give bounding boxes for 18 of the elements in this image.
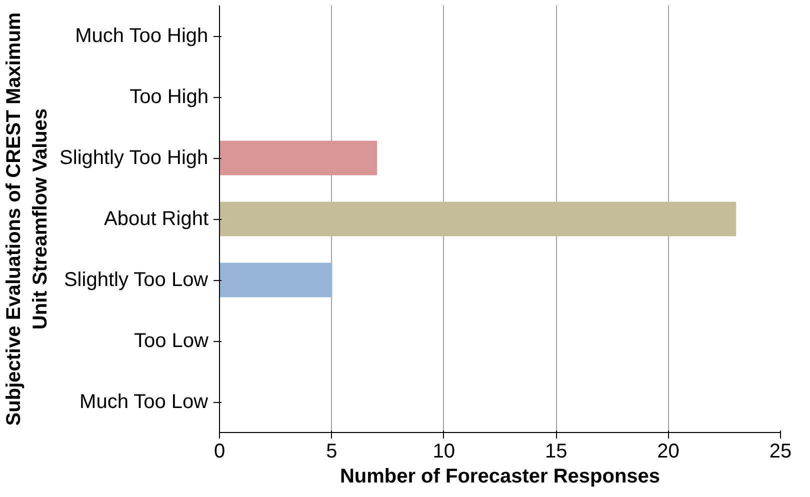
x-tick-label: 5 [326, 440, 338, 462]
x-tick-label: 15 [544, 440, 568, 462]
x-tick-label: 0 [214, 440, 226, 462]
y-tick-label: Too Low [134, 330, 210, 352]
y-tick-label: Much Too Low [80, 391, 209, 413]
y-tick-label: Much Too High [75, 25, 208, 47]
x-tick-label: 10 [432, 440, 456, 462]
bar [220, 140, 378, 176]
y-axis-title: Subjective Evaluations of CREST Maximum Unit Streamflow Values [3, 12, 52, 426]
y-tick-label: About Right [104, 208, 209, 230]
y-tick-label: Slightly Too Low [64, 269, 209, 291]
bar [220, 202, 736, 236]
x-tick-label: 20 [657, 440, 680, 462]
bar [220, 262, 332, 298]
x-tick-label: 25 [769, 440, 792, 462]
y-tick-label: Too High [130, 86, 208, 108]
y-tick-label: Slightly Too High [60, 147, 208, 169]
x-axis-title: Number of Forecaster Responses [340, 466, 660, 488]
